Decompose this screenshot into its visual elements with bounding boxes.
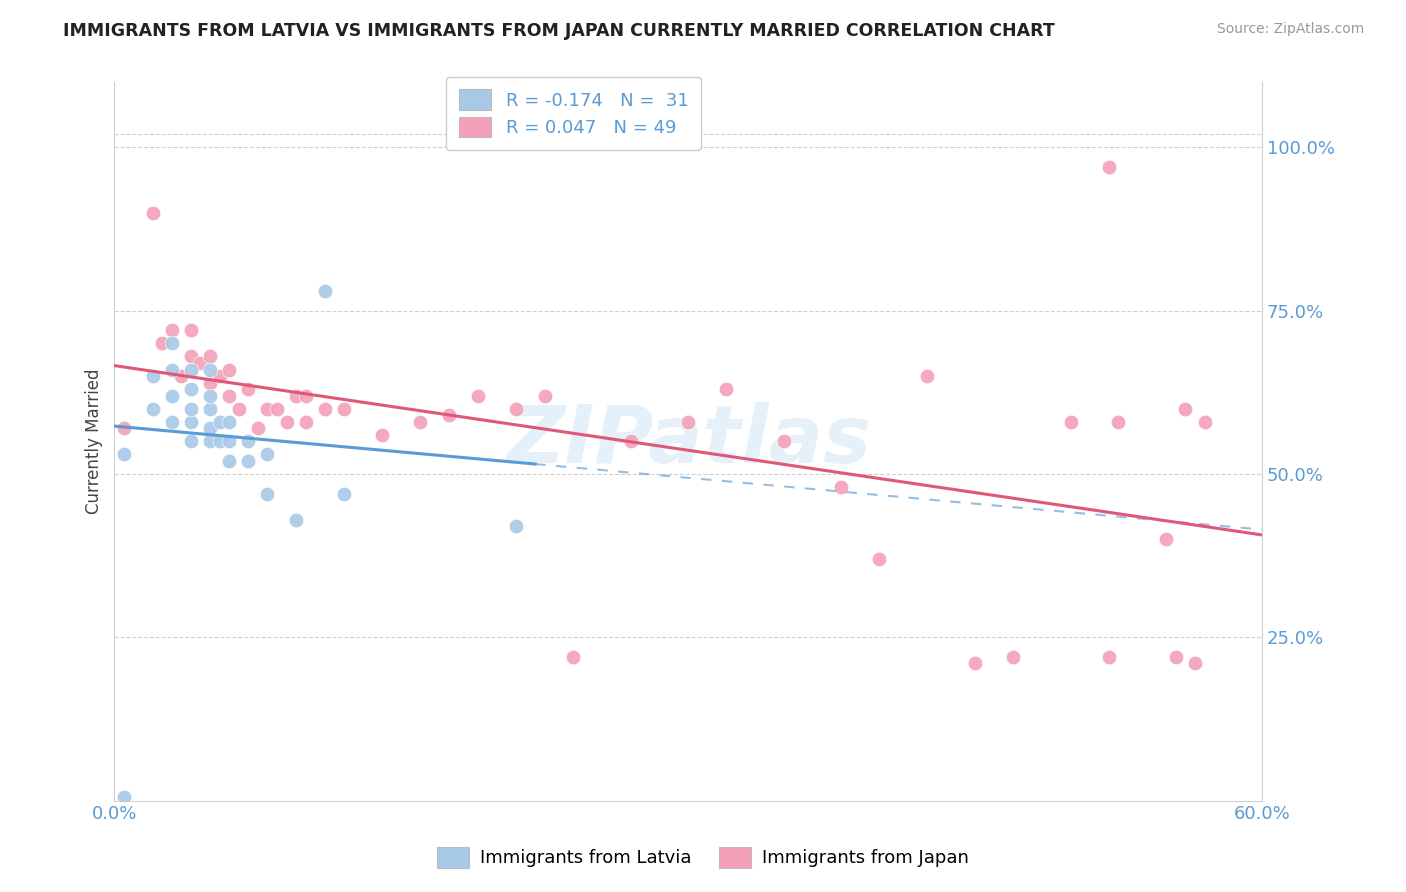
Point (505, 519, 527, 533)
Legend: Immigrants from Latvia, Immigrants from Japan: Immigrants from Latvia, Immigrants from … (426, 836, 980, 879)
Text: ZIPatlas: ZIPatlas (506, 402, 870, 481)
Point (1164, 649, 1187, 664)
Point (180, 401, 202, 416)
Text: Source: ZipAtlas.com: Source: ZipAtlas.com (1216, 22, 1364, 37)
Point (208, 415, 231, 429)
Point (160, 362, 183, 376)
Point (772, 434, 794, 449)
Point (1184, 657, 1206, 671)
Y-axis label: Currently Married: Currently Married (86, 368, 103, 514)
Point (1002, 649, 1025, 664)
Point (1194, 415, 1216, 429)
Point (1154, 533, 1177, 547)
Point (198, 350, 221, 364)
Point (505, 401, 527, 416)
Point (208, 434, 231, 449)
Point (228, 401, 250, 416)
Legend: R = -0.174   N =  31, R = 0.047   N = 49: R = -0.174 N = 31, R = 0.047 N = 49 (446, 77, 702, 150)
Point (256, 486, 278, 500)
Point (246, 421, 269, 435)
Point (142, 401, 165, 416)
Point (437, 409, 460, 423)
Point (238, 382, 260, 396)
Point (160, 323, 183, 337)
Point (915, 369, 938, 384)
Point (830, 480, 852, 494)
Point (198, 434, 221, 449)
Point (160, 415, 183, 429)
Point (160, 389, 183, 403)
Point (198, 376, 221, 390)
Point (218, 415, 240, 429)
Point (1098, 649, 1121, 664)
Point (198, 362, 221, 376)
Point (963, 657, 986, 671)
Point (180, 415, 202, 429)
Point (238, 454, 260, 468)
Point (314, 401, 336, 416)
Point (112, 447, 135, 461)
Point (112, 421, 135, 435)
Point (620, 434, 643, 449)
Point (1098, 160, 1121, 174)
Point (218, 454, 240, 468)
Point (218, 434, 240, 449)
Point (190, 356, 212, 370)
Point (150, 336, 173, 351)
Point (562, 649, 585, 664)
Point (294, 415, 316, 429)
Point (256, 447, 278, 461)
Point (868, 552, 890, 566)
Point (142, 369, 165, 384)
Point (716, 382, 738, 396)
Point (409, 415, 432, 429)
Point (676, 415, 699, 429)
Point (533, 389, 555, 403)
Point (1107, 415, 1129, 429)
Point (256, 401, 278, 416)
Point (218, 362, 240, 376)
Point (285, 513, 308, 527)
Point (276, 415, 298, 429)
Point (1059, 415, 1081, 429)
Point (180, 434, 202, 449)
Point (112, 790, 135, 805)
Point (371, 428, 394, 442)
Point (198, 421, 221, 435)
Point (180, 350, 202, 364)
Point (266, 401, 288, 416)
Point (218, 389, 240, 403)
Text: IMMIGRANTS FROM LATVIA VS IMMIGRANTS FROM JAPAN CURRENTLY MARRIED CORRELATION CH: IMMIGRANTS FROM LATVIA VS IMMIGRANTS FRO… (63, 22, 1054, 40)
Point (180, 323, 202, 337)
Point (285, 389, 308, 403)
Point (180, 362, 202, 376)
Point (314, 284, 336, 298)
Point (333, 401, 356, 416)
Point (198, 389, 221, 403)
Point (294, 389, 316, 403)
Point (208, 369, 231, 384)
Point (467, 389, 489, 403)
Point (170, 369, 193, 384)
Point (198, 401, 221, 416)
Point (238, 434, 260, 449)
Point (180, 382, 202, 396)
Point (142, 206, 165, 220)
Point (1174, 401, 1197, 416)
Point (160, 336, 183, 351)
Point (333, 486, 356, 500)
